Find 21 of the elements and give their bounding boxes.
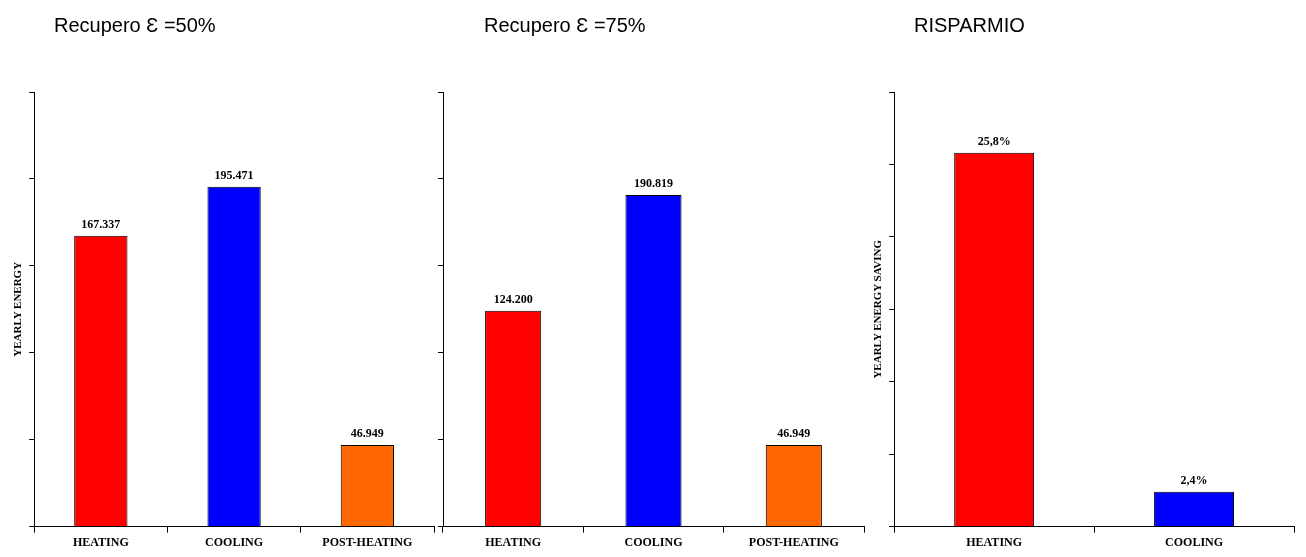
data-label: 195.471 <box>214 167 254 182</box>
data-label: 46.949 <box>350 426 384 441</box>
chart-title: RISPARMIO <box>913 13 1026 38</box>
x-tick-label: HEATING <box>966 534 1023 549</box>
x-tick-label: POST-HEATING <box>748 534 839 549</box>
y-axis-title: YEARLY ENERGY SAVING <box>871 239 884 379</box>
x-tick-label: HEATING <box>72 534 129 549</box>
x-tick-label: COOLING <box>624 534 683 549</box>
data-label: 190.819 <box>634 175 673 190</box>
data-label: 25,8% <box>977 133 1011 148</box>
data-label: 167.337 <box>81 216 121 231</box>
data-label: 2,4% <box>1180 472 1208 487</box>
x-tick-label: HEATING <box>485 534 542 549</box>
chart-title: Recupero Ɛ =50% <box>53 13 217 38</box>
x-tick-label: POST-HEATING <box>322 534 413 549</box>
data-label: 124.200 <box>493 291 533 306</box>
x-tick-label: COOLING <box>1165 534 1224 549</box>
chart-title: Recupero Ɛ =75% <box>483 13 647 38</box>
x-tick-label: COOLING <box>205 534 264 549</box>
y-axis-title: YEARLY ENERGY <box>11 261 24 357</box>
data-label: 46.949 <box>777 426 811 441</box>
